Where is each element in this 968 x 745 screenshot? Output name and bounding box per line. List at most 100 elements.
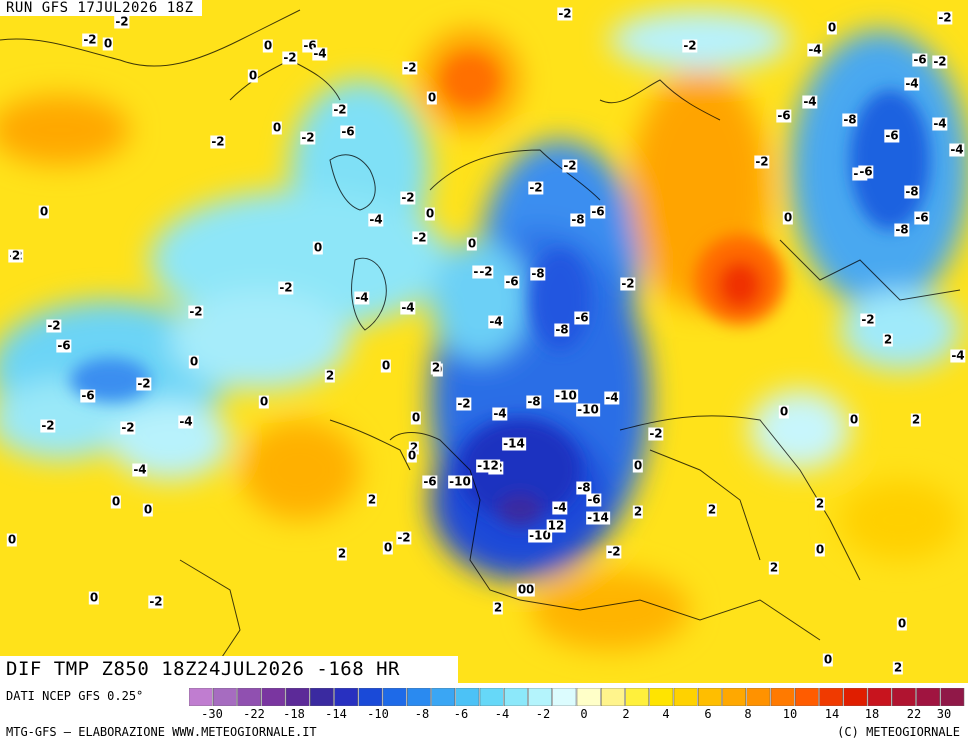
product-title: DIF TMP Z850 18Z24JUL2026 -168 HR [0,656,458,683]
run-title: RUN GFS 17JUL2026 18Z [0,0,202,16]
anomaly-value-label: 2 [336,546,348,561]
colorbar-swatch [504,688,528,706]
anomaly-value-label: -4 [949,142,965,157]
anomaly-value-label: -8 [894,222,910,237]
temperature-anomaly-map: -40-2-2-6-2-400-2-2-6-20-20-40-2-4-2-6-2… [0,0,968,683]
colorbar-tick-label: 4 [662,707,670,721]
anomaly-value-label: -2 [148,594,164,609]
colorbar-swatch [601,688,625,706]
colorbar-tick-label: -10 [367,707,389,721]
anomaly-value-label: 0 [826,20,838,35]
anomaly-value-label: 0 [516,582,528,597]
anomaly-value-label: -6 [504,274,520,289]
anomaly-value-label: 0 [822,652,834,667]
anomaly-value-label: -6 [80,388,96,403]
colorbar-swatch [213,688,237,706]
anomaly-value-label: 2 [324,368,336,383]
anomaly-value-label: -2 [402,60,418,75]
anomaly-value-label: -2 [937,10,953,25]
anomaly-value-label: 0 [896,616,908,631]
colorbar-tick-label: 0 [580,707,588,721]
anomaly-value-label: -6 [884,128,900,143]
anomaly-value-label: 0 [38,204,50,219]
anomaly-value-label: 2 [366,492,378,507]
anomaly-value-label: -12 [476,458,500,473]
anomaly-value-label: 0 [258,394,270,409]
anomaly-value-label: -2 [278,280,294,295]
colorbar-swatch [189,688,213,706]
anomaly-value-label: 0 [262,38,274,53]
anomaly-value-label: -8 [842,112,858,127]
anomaly-value-label: 0 [110,494,122,509]
anomaly-value-label: -4 [552,500,568,515]
anomaly-value-label: -2 [620,276,636,291]
anomaly-value-label: -6 [858,164,874,179]
anomaly-value-label: -2 [932,54,948,69]
anomaly-value-label: 2 [430,360,442,375]
colorbar [189,688,965,706]
anomaly-value-label: -2 [396,530,412,545]
anomaly-value-label: 2 [768,560,780,575]
colorbar-swatch [940,688,965,706]
anomaly-value-label: -4 [604,390,620,405]
anomaly-value-label: -6 [422,474,438,489]
anomaly-value-label: 0 [410,410,422,425]
anomaly-field [0,0,968,683]
colorbar-swatch [892,688,916,706]
colorbar-swatch [407,688,431,706]
colorbar-swatch [528,688,552,706]
anomaly-value-label: -8 [526,394,542,409]
anomaly-value-label: -4 [488,314,504,329]
anomaly-value-label: -4 [132,462,148,477]
anomaly-value-label: -2 [412,230,428,245]
colorbar-tick-label: 14 [824,707,840,721]
data-source-label: DATI NCEP GFS 0.25° [6,689,144,703]
anomaly-value-label: -2 [456,396,472,411]
anomaly-value-label: -2 [754,154,770,169]
anomaly-value-label: -2 [40,418,56,433]
anomaly-value-label: 2 [492,600,504,615]
anomaly-value-label: -2 [562,158,578,173]
anomaly-value-label: 0 [524,582,536,597]
anomaly-value-label: -6 [56,338,72,353]
colorbar-tick-label: -2 [535,707,551,721]
anomaly-value-label: -4 [178,414,194,429]
anomaly-value-label: -4 [904,76,920,91]
anomaly-value-label: -10 [448,474,472,489]
colorbar-swatch [673,688,698,706]
anomaly-value-label: 0 [102,36,114,51]
colorbar-swatch [237,688,261,706]
colorbar-tick-label: 6 [704,707,712,721]
colorbar-swatch [479,688,504,706]
anomaly-value-label: -2 [557,6,573,21]
anomaly-value-label: -2 [300,130,316,145]
anomaly-value-label: 0 [466,236,478,251]
colorbar-swatch [819,688,843,706]
anomaly-value-label: -4 [932,116,948,131]
colorbar-swatch [722,688,746,706]
anomaly-value-label: -2 [82,32,98,47]
colorbar-tick-label: 8 [744,707,752,721]
anomaly-value-label: -2 [682,38,698,53]
credit-right: (C) METEOGIORNALE [837,725,960,739]
anomaly-value-label: 2 [408,440,420,455]
anomaly-value-label: -6 [590,204,606,219]
colorbar-swatch [310,688,334,706]
colorbar-swatch [455,688,480,706]
anomaly-value-label: 0 [778,404,790,419]
anomaly-value-label: -10 [528,528,552,543]
anomaly-value-label: 2 [882,332,894,347]
colorbar-swatch [795,688,819,706]
anomaly-value-label: -2 [114,14,130,29]
anomaly-value-label: -14 [586,510,610,525]
anomaly-value-label: -2 [860,312,876,327]
anomaly-value-label: -2 [120,420,136,435]
anomaly-value-label: -2 [332,102,348,117]
colorbar-swatch [916,688,940,706]
colorbar-swatch [698,688,722,706]
anomaly-value-label: -2 [188,304,204,319]
anomaly-value-label: 12 [546,518,566,533]
anomaly-value-label: -6 [586,492,602,507]
anomaly-value-label: -6 [914,210,930,225]
colorbar-swatch [576,688,601,706]
